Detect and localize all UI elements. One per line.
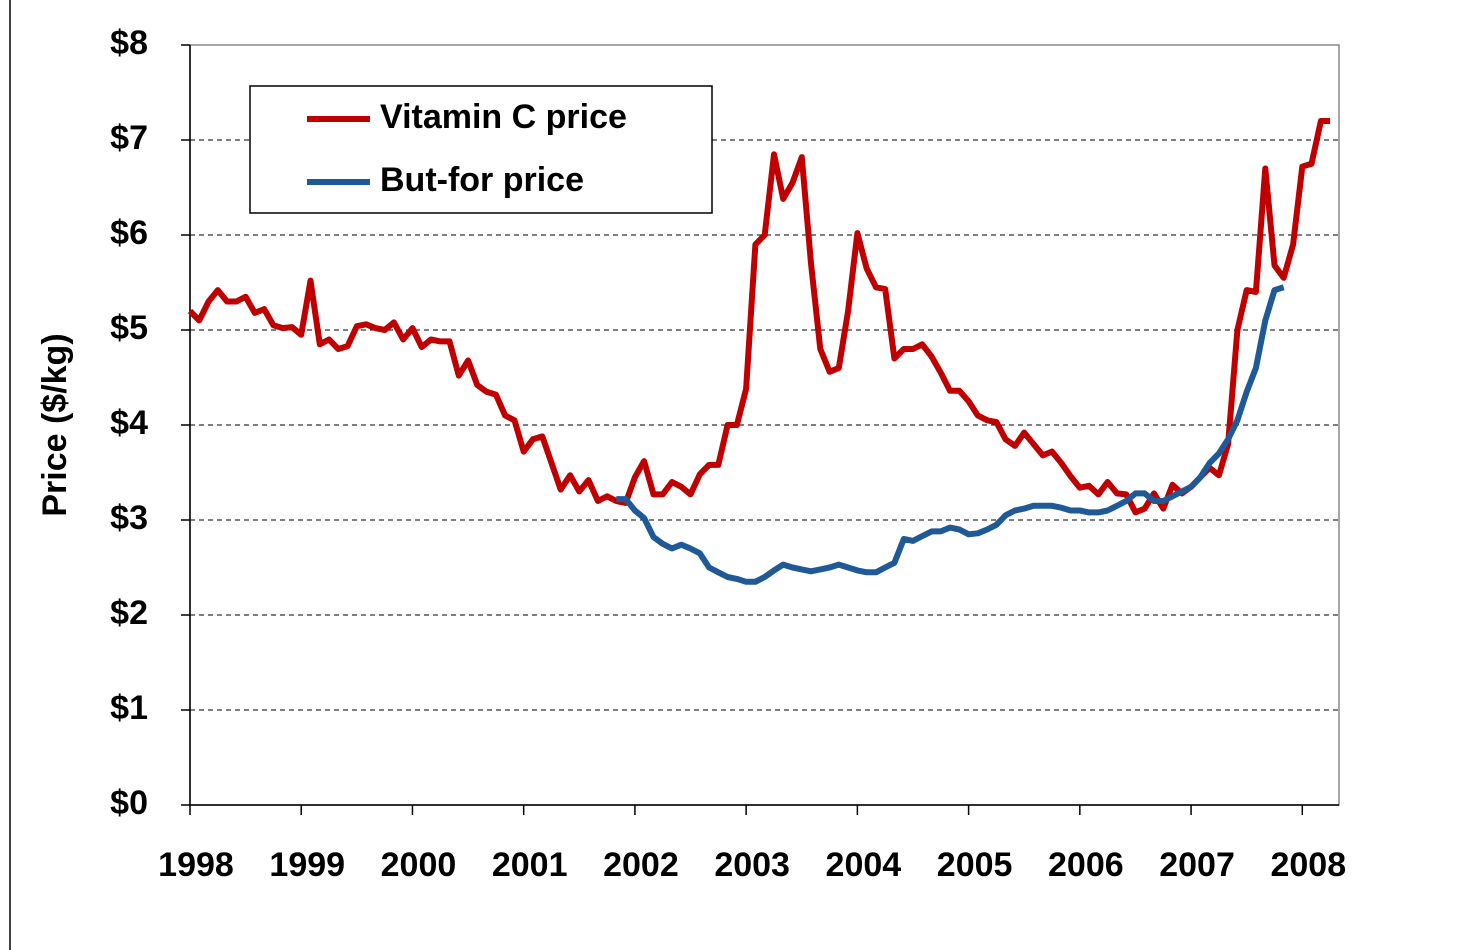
x-tick-label: 2006 [1048,846,1124,884]
line-series [187,118,1331,516]
x-tick-label: 1998 [158,846,234,884]
x-tick-label: 2005 [937,846,1013,884]
y-tick-label: $0 [110,784,148,822]
y-tick-label: $7 [110,119,148,157]
y-tick-label: $3 [110,499,148,537]
x-tick-label: 2002 [603,846,679,884]
y-tick-label: $4 [110,404,148,442]
x-tick-label: 2001 [492,846,568,884]
y-tick-label: $6 [110,214,148,252]
y-tick-label: $2 [110,594,148,632]
legend-label: But-for price [380,161,584,199]
x-tick-label: 2007 [1159,846,1235,884]
y-tick-label: $1 [110,689,148,727]
legend-box [249,85,713,214]
x-tick-label: 2008 [1270,846,1346,884]
y-tick-label: $8 [110,24,148,62]
legend-label: Vitamin C price [380,98,627,136]
y-tick-label: $5 [110,309,148,347]
y-axis-title: Price ($/kg) [36,333,74,516]
x-tick-label: 2003 [714,846,790,884]
line-series [616,284,1285,585]
x-tick-label: 2000 [381,846,457,884]
x-tick-label: 1999 [269,846,345,884]
x-tick-label: 2004 [826,846,902,884]
